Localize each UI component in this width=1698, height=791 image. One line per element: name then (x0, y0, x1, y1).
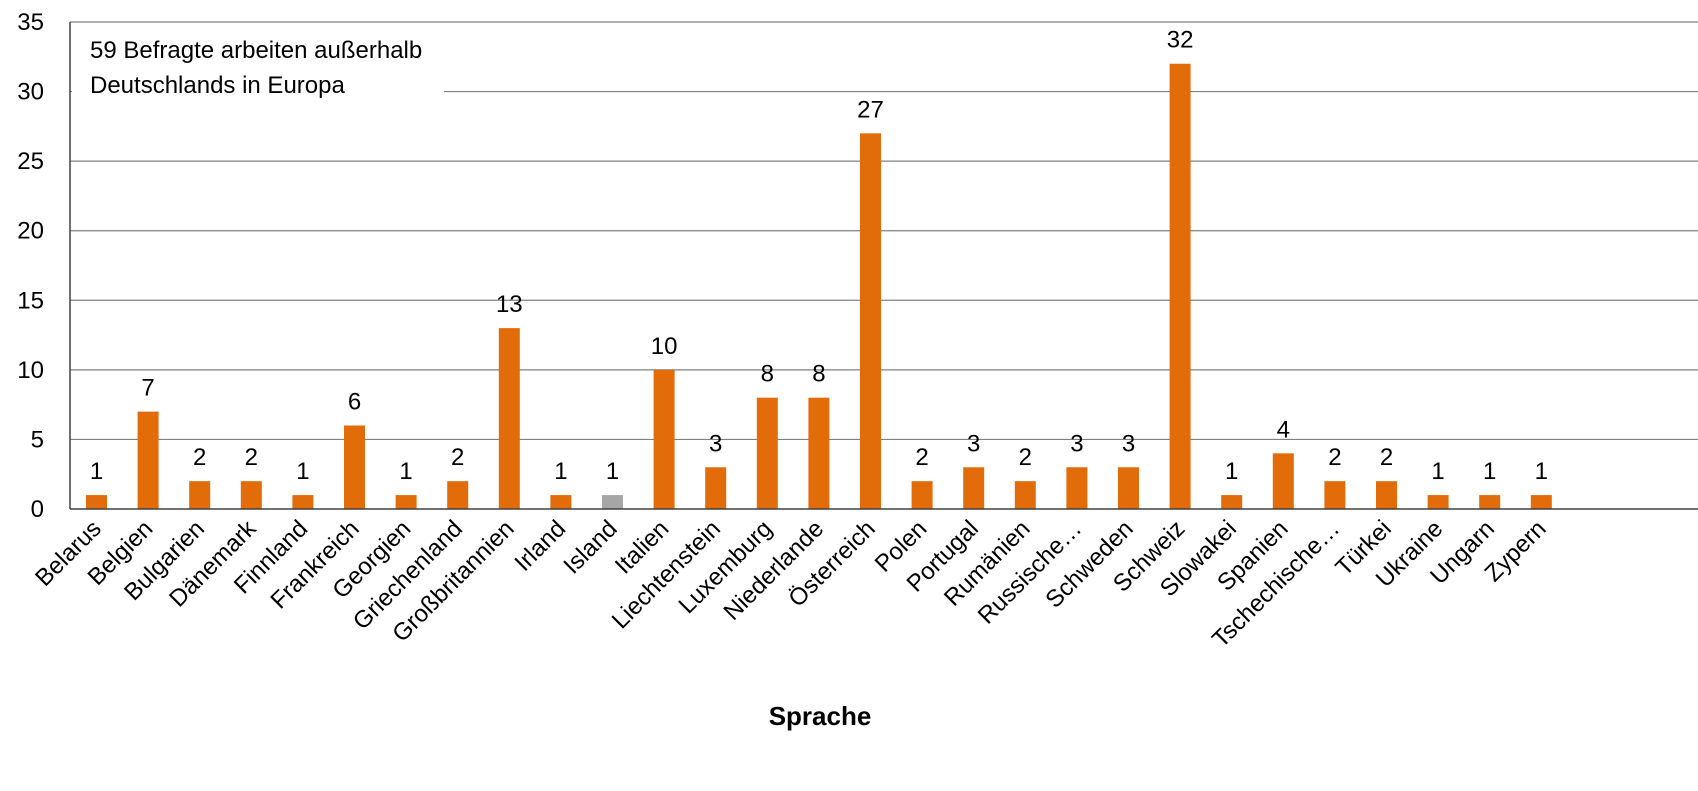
bar-16 (911, 481, 933, 509)
bar-22 (1221, 495, 1243, 509)
data-label: 8 (812, 361, 825, 388)
y-tick-label: 0 (31, 496, 44, 523)
bar-5 (344, 425, 365, 509)
data-label: 2 (193, 444, 206, 471)
data-label: 6 (348, 389, 361, 416)
bars (86, 63, 1552, 510)
data-label: 1 (90, 458, 103, 485)
bar-10 (602, 495, 623, 509)
y-tick-label: 25 (17, 148, 44, 175)
bar-19 (1066, 467, 1088, 509)
data-label: 1 (606, 458, 619, 485)
data-label: 3 (967, 430, 980, 457)
data-label: 2 (1380, 444, 1393, 471)
data-label: 10 (651, 333, 678, 360)
bar-20 (1118, 467, 1139, 509)
x-axis-title: Sprache (769, 701, 872, 731)
data-label: 2 (245, 444, 258, 471)
annotation-text-line-1: 59 Befragte arbeiten außerhalb (90, 37, 422, 64)
data-label: 1 (1225, 458, 1238, 485)
bar-9 (550, 495, 572, 509)
y-tick-label: 20 (17, 218, 44, 245)
y-tick-label: 10 (17, 357, 44, 384)
bar-2 (189, 481, 211, 509)
bar-13 (756, 397, 778, 509)
y-tick-label: 35 (17, 9, 44, 36)
data-label: 1 (1535, 458, 1548, 485)
x-tick-label: Irland (510, 515, 572, 577)
data-label: 32 (1167, 27, 1194, 54)
bar-12 (705, 467, 727, 509)
data-label: 1 (1483, 458, 1496, 485)
bar-6 (395, 495, 417, 509)
data-label: 13 (496, 291, 523, 318)
bar-4 (292, 495, 314, 509)
data-label: 3 (1122, 430, 1135, 457)
bar-25 (1376, 481, 1397, 509)
data-label: 3 (1070, 430, 1083, 457)
data-label: 2 (1019, 444, 1032, 471)
annotation-box: 59 Befragte arbeiten außerhalb Deutschla… (72, 24, 444, 110)
data-label: 2 (915, 444, 928, 471)
y-tick-label: 5 (31, 426, 44, 453)
data-label: 1 (1431, 458, 1444, 485)
annotation-text-line-2: Deutschlands in Europa (90, 72, 345, 99)
data-label: 7 (141, 375, 154, 402)
data-label: 3 (709, 430, 722, 457)
data-label: 1 (399, 458, 412, 485)
bar-11 (653, 369, 675, 509)
data-label: 1 (296, 458, 309, 485)
bar-8 (498, 328, 520, 509)
bar-17 (963, 467, 985, 509)
annotation-background (72, 24, 444, 110)
y-tick-label: 30 (17, 79, 44, 106)
bar-21 (1169, 63, 1191, 509)
data-label: 2 (451, 444, 464, 471)
bar-7 (447, 481, 469, 509)
bar-24 (1324, 481, 1346, 509)
bar-27 (1479, 495, 1501, 509)
bar-23 (1272, 453, 1294, 509)
bar-1 (137, 411, 159, 509)
bar-14 (808, 397, 830, 509)
bar-15 (860, 133, 881, 510)
bar-3 (240, 481, 262, 509)
x-tick-label: Island (558, 515, 622, 579)
bar-26 (1427, 495, 1449, 509)
bar-28 (1530, 495, 1552, 509)
data-label: 2 (1328, 444, 1341, 471)
bar-18 (1014, 481, 1036, 509)
data-label: 8 (761, 361, 774, 388)
bar-0 (86, 495, 107, 509)
data-label: 1 (554, 458, 567, 485)
y-tick-label: 15 (17, 287, 44, 314)
data-label: 4 (1277, 416, 1290, 443)
data-label: 27 (857, 96, 884, 123)
